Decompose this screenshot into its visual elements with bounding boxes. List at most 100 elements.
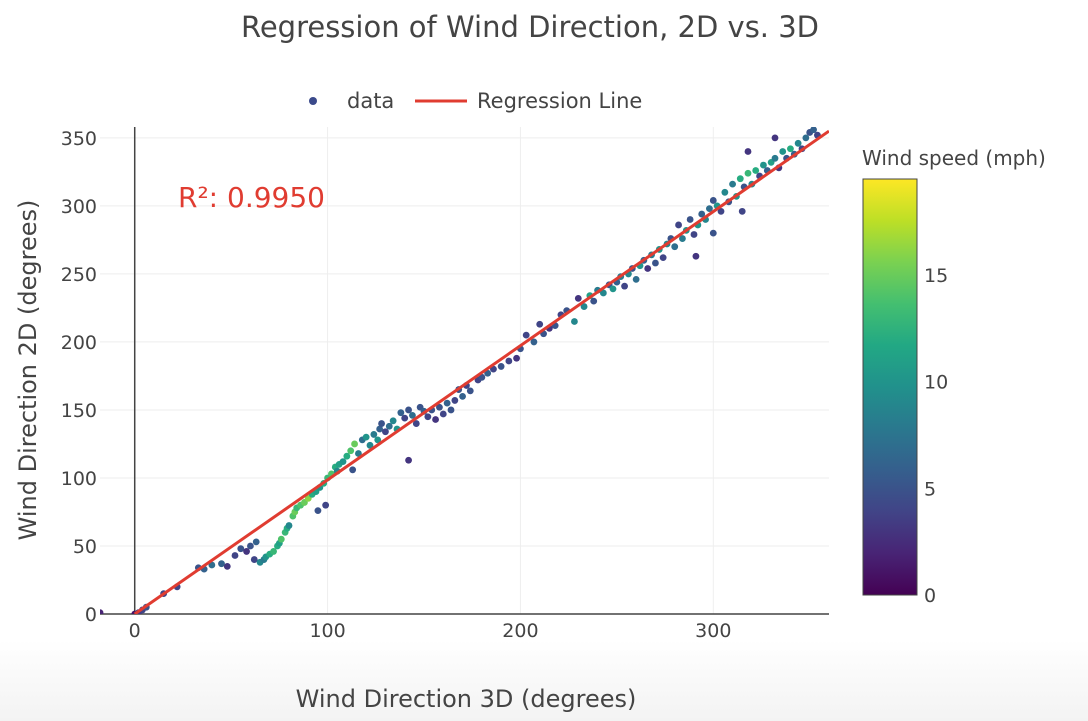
data-point <box>686 216 694 223</box>
data-point <box>247 542 254 550</box>
data-point <box>810 127 817 134</box>
data-point <box>692 252 700 260</box>
data-point <box>250 556 258 563</box>
data-point <box>405 406 412 414</box>
data-point <box>378 420 385 427</box>
data-point <box>347 447 355 455</box>
x-tick-label: 300 <box>695 620 731 642</box>
data-point <box>243 548 250 555</box>
data-point <box>362 433 370 441</box>
data-point <box>621 282 628 290</box>
y-tick-label: 0 <box>85 604 97 626</box>
data-point <box>314 507 322 515</box>
colorbar-title: Wind speed (mph) <box>862 146 1046 170</box>
data-point <box>409 411 416 419</box>
colorbar-gradient <box>862 178 918 596</box>
y-tick-label: 350 <box>61 128 97 150</box>
data-point <box>590 297 598 305</box>
data-point <box>599 289 607 297</box>
data-point <box>385 422 393 430</box>
data-point <box>779 148 787 155</box>
colorbar-tick-label: 15 <box>924 265 948 287</box>
data-point <box>218 560 225 568</box>
legend-entry-data[interactable]: data <box>309 89 394 113</box>
data-point <box>571 318 578 325</box>
data-point <box>443 399 451 407</box>
data-point <box>374 436 382 444</box>
data-point <box>736 175 744 183</box>
data-point <box>771 154 779 162</box>
data-point <box>389 417 397 425</box>
legend: data Regression Line <box>309 89 642 113</box>
data-point <box>237 545 245 553</box>
y-tick-label: 250 <box>61 264 97 286</box>
legend-marker-data <box>309 97 317 105</box>
data-point <box>439 410 447 418</box>
data-point <box>752 167 760 174</box>
data-point <box>513 354 520 362</box>
x-tick-labels: 0 100 200 300 <box>129 620 732 642</box>
data-point <box>231 552 239 559</box>
colorbar-tick-label: 5 <box>924 478 936 500</box>
data-point <box>343 452 351 460</box>
data-point <box>370 431 378 438</box>
data-point <box>412 420 420 427</box>
colorbar-tick-label: 10 <box>924 372 948 394</box>
y-tick-label: 300 <box>61 196 97 218</box>
data-point <box>451 397 459 404</box>
data-point <box>721 188 729 196</box>
y-tick-labels: 0 50 100 150 200 250 300 350 <box>61 128 97 626</box>
y-tick-label: 50 <box>73 536 97 558</box>
data-point <box>432 416 439 423</box>
data-point <box>405 456 412 464</box>
data-point <box>277 535 285 543</box>
data-point <box>505 357 513 365</box>
colorbar-ticks: 0 5 10 15 <box>924 265 948 607</box>
data-point <box>252 538 260 546</box>
data-point <box>574 295 582 302</box>
data-point <box>382 428 389 436</box>
y-tick-label: 100 <box>61 468 97 490</box>
data-point <box>270 548 277 555</box>
y-tick-label: 200 <box>61 332 97 354</box>
data-point <box>351 440 358 448</box>
data-point <box>771 134 779 142</box>
data-point <box>644 265 652 272</box>
data-point <box>466 387 474 395</box>
data-point <box>497 363 505 370</box>
y-tick-label: 150 <box>61 400 97 422</box>
x-axis-title: Wind Direction 3D (degrees) <box>296 685 637 713</box>
data-point <box>478 373 486 381</box>
r2-annotation: R²: 0.9950 <box>178 181 325 214</box>
legend-label-regression: Regression Line <box>477 89 642 113</box>
data-point <box>522 331 530 339</box>
data-point <box>794 139 802 147</box>
data-point <box>675 221 682 229</box>
data-point <box>424 413 432 421</box>
legend-entry-regression[interactable]: Regression Line <box>415 89 642 113</box>
data-point <box>690 231 698 238</box>
data-point <box>459 392 466 400</box>
data-point <box>366 441 374 449</box>
data-point <box>100 609 104 614</box>
colorbar-tick-label: 0 <box>924 585 936 607</box>
data-point <box>632 275 640 283</box>
data-point <box>706 205 713 213</box>
data-point <box>709 197 717 204</box>
data-point <box>355 450 362 457</box>
data-point <box>760 161 767 169</box>
data-point <box>436 403 443 411</box>
data-point <box>744 148 752 155</box>
data-point <box>698 210 706 218</box>
data-point <box>536 320 544 328</box>
regression-line-path <box>133 129 829 614</box>
data-point <box>322 501 330 509</box>
chart-title: Regression of Wind Direction, 2D vs. 3D <box>241 10 819 44</box>
data-point <box>447 406 455 414</box>
data-point <box>738 207 746 215</box>
y-axis-title: Wind Direction 2D (degrees) <box>14 200 42 541</box>
x-tick-label: 0 <box>129 620 141 642</box>
data-point <box>401 414 409 422</box>
data-point <box>339 458 347 466</box>
